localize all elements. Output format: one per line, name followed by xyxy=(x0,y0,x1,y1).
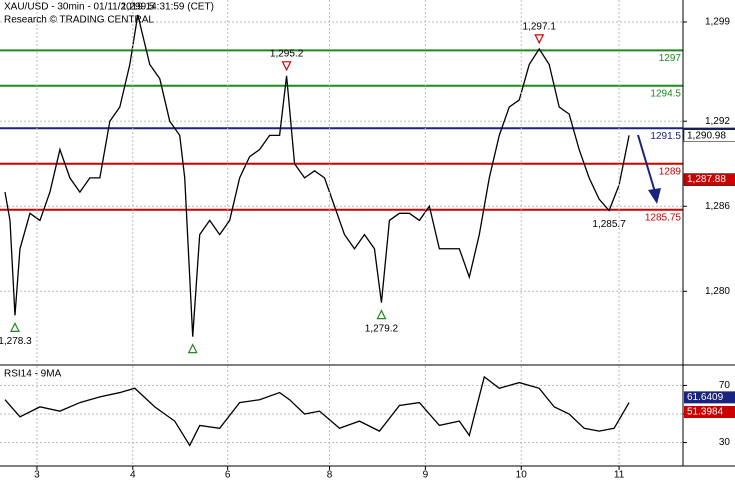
price-tag xyxy=(683,129,735,142)
forecast-arrow xyxy=(637,134,656,193)
y-tick-label: 1,286 xyxy=(705,201,730,212)
annotation-label: 1,279.2 xyxy=(365,323,399,334)
value-tag xyxy=(684,406,735,419)
x-tick-label: 9 xyxy=(423,470,429,480)
forecast-arrow-head xyxy=(648,188,661,204)
value-tag-label: 61.6409 xyxy=(687,392,724,403)
annotation-label: 1,299.5 xyxy=(121,2,155,13)
annotation-label: 1,295.2 xyxy=(270,48,304,59)
price-tag-label: 1,290.98 xyxy=(687,130,726,141)
y-tick-label: 30 xyxy=(719,437,731,448)
value-tag-label: 51.3984 xyxy=(687,407,724,418)
annotation-label: 1,285.7 xyxy=(592,219,626,230)
low-marker xyxy=(376,309,387,320)
level-label: 1289 xyxy=(659,166,682,177)
chart-subtitle: Research © TRADING CENTRAL xyxy=(4,15,154,26)
y-tick-label: 1,292 xyxy=(705,116,730,127)
x-tick-label: 11 xyxy=(614,470,625,480)
annotation-label: 1,278.3 xyxy=(0,336,32,347)
level-label: 1297 xyxy=(659,53,682,64)
x-tick-label: 8 xyxy=(327,470,333,480)
price-tag xyxy=(683,173,735,186)
low-marker xyxy=(187,343,198,354)
low-marker xyxy=(10,322,20,332)
value-tag xyxy=(684,391,735,404)
y-tick-label: 1,280 xyxy=(705,286,730,297)
x-tick-label: 6 xyxy=(225,470,231,480)
y-tick-label: 70 xyxy=(719,380,731,391)
price-tag-label: 1,287.88 xyxy=(687,174,726,185)
level-label: 1294.5 xyxy=(650,88,681,99)
panel-title: RSI14 - 9MA xyxy=(4,369,62,380)
price-line xyxy=(4,375,630,447)
x-tick-label: 4 xyxy=(130,470,136,480)
annotation-label: 1,297.1 xyxy=(523,22,557,33)
y-tick-label: 1,299 xyxy=(705,17,730,28)
level-label: 1285.75 xyxy=(645,212,682,223)
price-line xyxy=(4,14,630,337)
x-tick-label: 3 xyxy=(34,470,40,480)
level-label: 1291.5 xyxy=(650,131,681,142)
chart-title: XAU/USD - 30min - 01/11/2019 14:31:59 (C… xyxy=(4,2,214,13)
high-marker xyxy=(281,61,292,72)
x-tick-label: 10 xyxy=(516,470,528,480)
high-marker xyxy=(534,34,545,45)
